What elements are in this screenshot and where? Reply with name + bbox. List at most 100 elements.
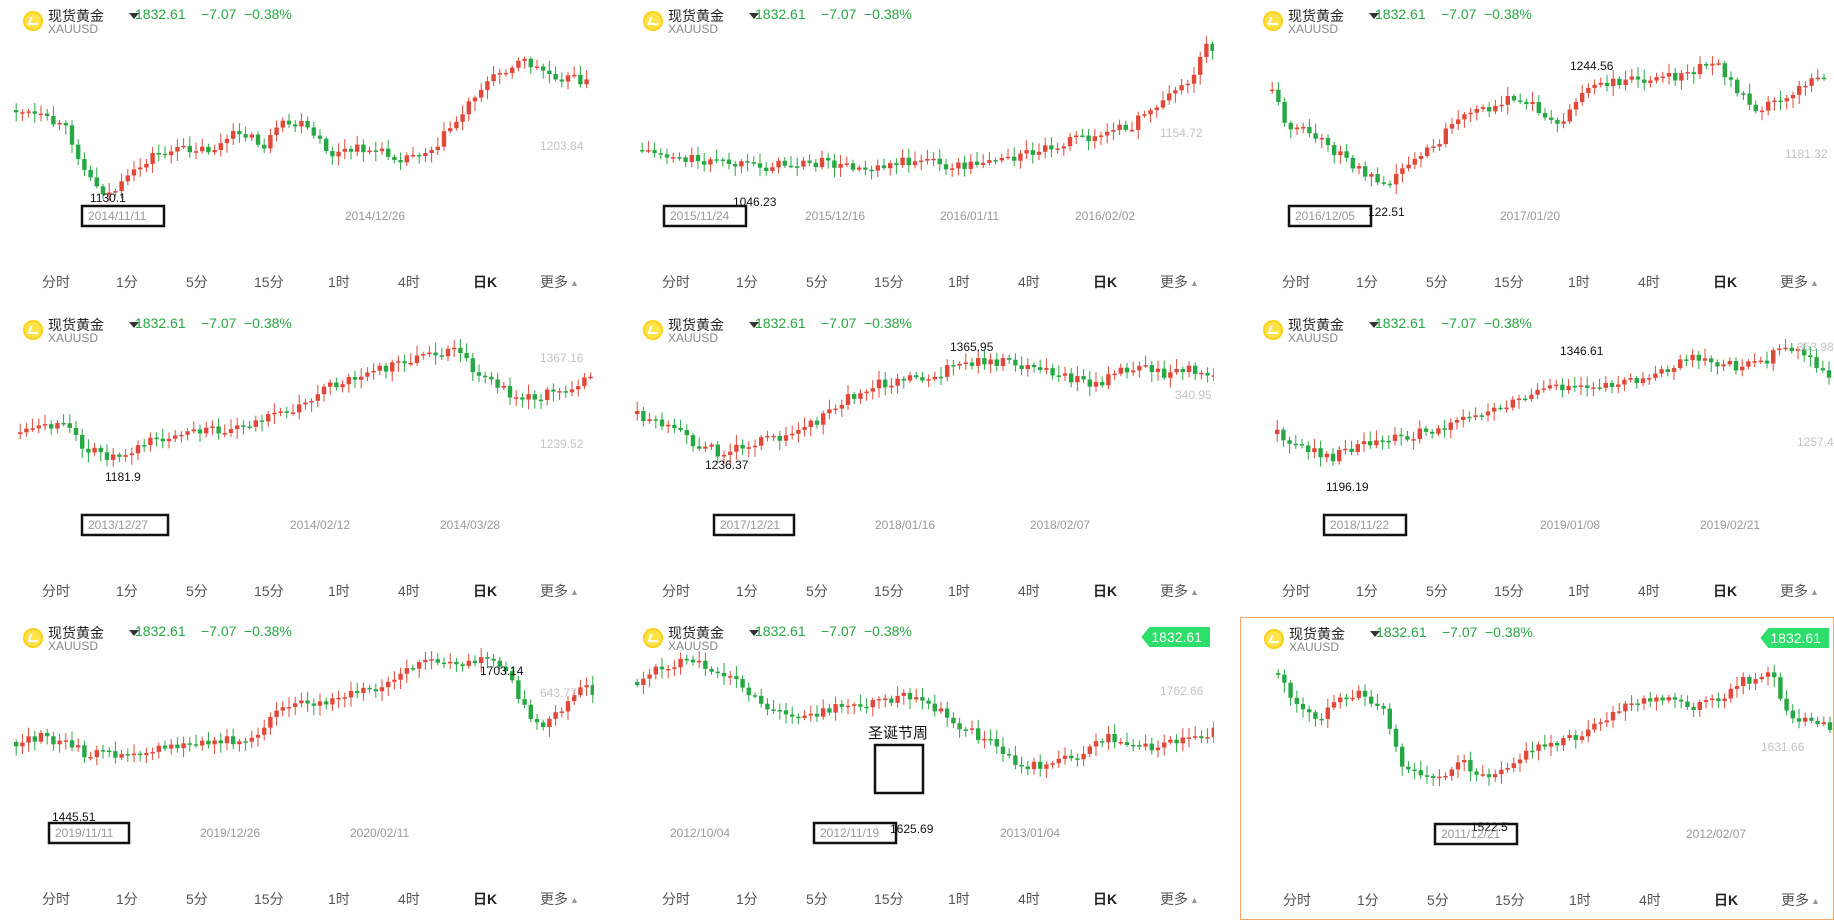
tab-period-2[interactable]: 5分: [1427, 890, 1449, 910]
instrument-name[interactable]: 现货黄金: [668, 625, 724, 641]
tab-period-2[interactable]: 5分: [806, 581, 828, 601]
tab-period-4[interactable]: 1时: [948, 581, 970, 601]
tab-period-4[interactable]: 1时: [1568, 272, 1590, 292]
instrument-name[interactable]: 现货黄金: [668, 317, 724, 333]
tab-period-0[interactable]: 分时: [662, 889, 690, 909]
tab-period-0[interactable]: 分时: [1283, 890, 1311, 910]
candlestick-chart[interactable]: 1203.84 1130.1 2014/11/11 2014/12/26: [0, 30, 594, 260]
tab-period-4[interactable]: 1时: [328, 889, 350, 909]
tab-period-2[interactable]: 5分: [186, 889, 208, 909]
tab-period-3[interactable]: 15分: [1494, 581, 1524, 601]
tab-period-4[interactable]: 1时: [1569, 890, 1591, 910]
chart-panel-5[interactable]: 现货黄金 XAUUSD 1832.61 −7.07 −0.38% 340.95 1236.3…: [620, 309, 1214, 612]
instrument-name[interactable]: 现货黄金: [1288, 317, 1344, 333]
tab-period-1[interactable]: 1分: [736, 581, 758, 601]
tab-more[interactable]: 更多 ▲: [1781, 890, 1820, 910]
tab-more[interactable]: 更多 ▲: [1160, 889, 1199, 909]
tab-period-5[interactable]: 4时: [1638, 272, 1660, 292]
tab-period-1[interactable]: 1分: [1356, 581, 1378, 601]
tab-period-0[interactable]: 分时: [42, 581, 70, 601]
tab-period-4[interactable]: 1时: [328, 581, 350, 601]
tab-period-3[interactable]: 15分: [1494, 272, 1524, 292]
caret-down-icon[interactable]: [129, 630, 139, 636]
tab-period-0[interactable]: 分时: [1282, 272, 1310, 292]
tab-period-5[interactable]: 4时: [1638, 581, 1660, 601]
tab-period-0[interactable]: 分时: [42, 889, 70, 909]
caret-down-icon[interactable]: [1369, 13, 1379, 19]
caret-down-icon[interactable]: [749, 13, 759, 19]
tab-period-6[interactable]: 日K: [473, 581, 497, 601]
tab-period-5[interactable]: 4时: [1639, 890, 1661, 910]
chart-panel-3[interactable]: 现货黄金 XAUUSD 1832.61 −7.07 −0.38% 1181.32 122.5…: [1240, 0, 1834, 303]
chart-panel-2[interactable]: 现货黄金 XAUUSD 1832.61 −7.07 −0.38% 1154.72 1046.…: [620, 0, 1214, 303]
caret-down-icon[interactable]: [749, 322, 759, 328]
chart-panel-7[interactable]: 现货黄金 XAUUSD 1832.61 −7.07 −0.38% 643.77 1445.5…: [0, 617, 594, 920]
tab-period-4[interactable]: 1时: [1568, 581, 1590, 601]
tab-period-6[interactable]: 日K: [473, 889, 497, 909]
tab-period-3[interactable]: 15分: [254, 581, 284, 601]
tab-more[interactable]: 更多 ▲: [1160, 272, 1199, 292]
tab-period-5[interactable]: 4时: [1018, 889, 1040, 909]
tab-period-0[interactable]: 分时: [42, 272, 70, 292]
tab-more[interactable]: 更多 ▲: [1160, 581, 1199, 601]
candlestick-chart[interactable]: 1367.16 1239.52 1181.9 2013/12/27 2014/02/12…: [0, 339, 594, 569]
instrument-name[interactable]: 现货黄金: [1289, 626, 1345, 642]
tab-period-0[interactable]: 分时: [662, 272, 690, 292]
tab-period-4[interactable]: 1时: [948, 272, 970, 292]
tab-period-3[interactable]: 15分: [1495, 890, 1525, 910]
tab-period-2[interactable]: 5分: [1426, 581, 1448, 601]
tab-period-3[interactable]: 15分: [254, 272, 284, 292]
tab-period-1[interactable]: 1分: [116, 581, 138, 601]
candlestick-chart[interactable]: 353.98 1257.43 1196.19 1346.61 2018/11/22 201…: [1240, 339, 1834, 569]
instrument-name[interactable]: 现货黄金: [48, 625, 104, 641]
tab-period-5[interactable]: 4时: [398, 581, 420, 601]
chart-panel-6[interactable]: 现货黄金 XAUUSD 1832.61 −7.07 −0.38% 353.98 1257.4…: [1240, 309, 1834, 612]
instrument-name[interactable]: 现货黄金: [1288, 8, 1344, 24]
tab-period-5[interactable]: 4时: [398, 272, 420, 292]
tab-period-0[interactable]: 分时: [662, 581, 690, 601]
tab-period-4[interactable]: 1时: [948, 889, 970, 909]
candlestick-chart[interactable]: 643.77 1445.51 1703.14 2019/11/11 2019/12/26…: [0, 647, 594, 877]
tab-period-2[interactable]: 5分: [806, 272, 828, 292]
chart-panel-8[interactable]: 现货黄金 XAUUSD 1832.61 −7.07 −0.38% 1832.61 1762.…: [620, 617, 1214, 920]
tab-period-3[interactable]: 15分: [254, 889, 284, 909]
tab-more[interactable]: 更多 ▲: [1780, 272, 1819, 292]
tab-period-3[interactable]: 15分: [874, 581, 904, 601]
tab-period-6[interactable]: 日K: [1714, 890, 1738, 910]
tab-more[interactable]: 更多 ▲: [540, 889, 579, 909]
caret-down-icon[interactable]: [129, 13, 139, 19]
tab-more[interactable]: 更多 ▲: [1780, 581, 1819, 601]
tab-more[interactable]: 更多 ▲: [540, 272, 579, 292]
tab-period-1[interactable]: 1分: [116, 272, 138, 292]
candlestick-chart[interactable]: 1762.66 1625.69 2012/10/04 2012/11/19 2013/0…: [620, 647, 1214, 877]
tab-period-6[interactable]: 日K: [1093, 581, 1117, 601]
chart-panel-9[interactable]: 现货黄金 XAUUSD 1832.61 −7.07 −0.38% 1832.61 1631.…: [1240, 617, 1834, 920]
tab-period-6[interactable]: 日K: [1093, 889, 1117, 909]
tab-period-1[interactable]: 1分: [116, 889, 138, 909]
tab-period-5[interactable]: 4时: [1018, 272, 1040, 292]
tab-period-6[interactable]: 日K: [1713, 272, 1737, 292]
tab-period-6[interactable]: 日K: [1713, 581, 1737, 601]
candlestick-chart[interactable]: 1181.32 122.51 1244.56 2016/12/05 2017/01/20: [1240, 30, 1834, 260]
tab-period-6[interactable]: 日K: [473, 272, 497, 292]
tab-period-0[interactable]: 分时: [1282, 581, 1310, 601]
tab-period-1[interactable]: 1分: [736, 272, 758, 292]
tab-period-2[interactable]: 5分: [806, 889, 828, 909]
tab-period-2[interactable]: 5分: [1426, 272, 1448, 292]
tab-period-1[interactable]: 1分: [1356, 272, 1378, 292]
chart-panel-4[interactable]: 现货黄金 XAUUSD 1832.61 −7.07 −0.38% 1367.16 1239.…: [0, 309, 594, 612]
instrument-name[interactable]: 现货黄金: [668, 8, 724, 24]
chart-panel-1[interactable]: 现货黄金 XAUUSD 1832.61 −7.07 −0.38% 1203.84 1130.…: [0, 0, 594, 303]
tab-period-6[interactable]: 日K: [1093, 272, 1117, 292]
caret-down-icon[interactable]: [749, 630, 759, 636]
instrument-name[interactable]: 现货黄金: [48, 8, 104, 24]
candlestick-chart[interactable]: 340.95 1236.37 1365.95 2017/12/21 2018/01/16…: [620, 339, 1214, 569]
caret-down-icon[interactable]: [129, 322, 139, 328]
caret-down-icon[interactable]: [1370, 631, 1380, 637]
instrument-name[interactable]: 现货黄金: [48, 317, 104, 333]
tab-period-1[interactable]: 1分: [736, 889, 758, 909]
tab-period-5[interactable]: 4时: [398, 889, 420, 909]
tab-period-2[interactable]: 5分: [186, 272, 208, 292]
